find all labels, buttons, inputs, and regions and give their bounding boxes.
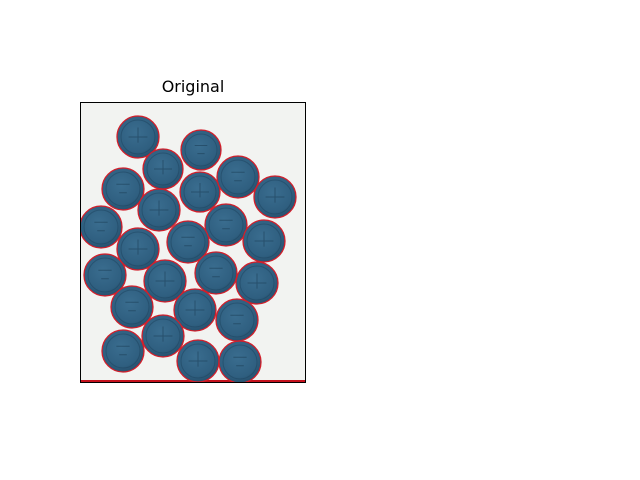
coin-emboss [188, 351, 208, 367]
coin [176, 339, 220, 382]
coin-rim [170, 224, 206, 260]
coin-emboss [128, 127, 148, 143]
subplot-title: Original [161, 77, 225, 96]
coin-rim [220, 159, 256, 195]
coin [204, 203, 248, 247]
coin-outline [83, 253, 127, 297]
coin-emboss [247, 273, 267, 289]
coin-emboss [116, 183, 130, 194]
coin-rim [87, 257, 123, 293]
coin [180, 129, 222, 171]
coin-rim [83, 209, 119, 245]
coin-emboss [154, 160, 172, 175]
coin [215, 298, 259, 342]
coin [166, 220, 210, 264]
coin [101, 329, 145, 373]
image-axes [80, 102, 306, 383]
coin [194, 251, 238, 295]
coin-rim [177, 292, 213, 328]
coin [141, 314, 185, 358]
coin [110, 285, 154, 329]
coin-rim [219, 302, 255, 338]
coin-emboss [153, 326, 173, 342]
coin-outline [166, 220, 210, 264]
coin-rim [198, 255, 234, 291]
coin-emboss [265, 187, 285, 203]
coin-emboss [116, 345, 130, 356]
coin-emboss [194, 145, 208, 155]
coin [81, 205, 123, 249]
coin-rim [257, 179, 293, 215]
coin-emboss [125, 301, 139, 312]
coin-emboss [191, 183, 209, 198]
coin-emboss [94, 221, 108, 232]
coin [116, 227, 160, 271]
coin-emboss [128, 239, 148, 255]
coin-rim [208, 207, 244, 243]
coin-rim [222, 344, 258, 380]
coin [116, 115, 160, 159]
coin-outline [216, 155, 260, 199]
coin-emboss [233, 356, 247, 367]
coin-emboss [231, 171, 245, 182]
coin-rim [105, 171, 141, 207]
coin-outline [110, 285, 154, 329]
coin-outline [215, 298, 259, 342]
coin-outline [81, 205, 123, 249]
coin [253, 175, 297, 219]
coin [242, 219, 286, 263]
coin-outline [101, 167, 145, 211]
coin-emboss [98, 269, 112, 280]
coin-outline [194, 251, 238, 295]
coin-rim [183, 175, 217, 209]
coin-rim [180, 343, 216, 379]
coin [235, 261, 279, 305]
coin [218, 340, 262, 382]
coin-rim [239, 265, 275, 301]
coin [143, 259, 187, 303]
coin-emboss [155, 271, 175, 287]
coin [173, 288, 217, 332]
coin [216, 155, 260, 199]
coin-rim [114, 289, 150, 325]
coin [83, 253, 127, 297]
coin [142, 148, 184, 190]
coin-emboss [209, 267, 223, 278]
coin-outline [101, 329, 145, 373]
coin-outline [180, 129, 222, 171]
coin-emboss [219, 219, 233, 230]
coin-outline [218, 340, 262, 382]
coin [179, 171, 221, 213]
coin-rim [120, 119, 156, 155]
coin-emboss [185, 300, 205, 316]
coin-emboss [149, 200, 169, 216]
coin-rim [141, 192, 177, 228]
coin-emboss [181, 236, 195, 247]
coin-emboss [230, 314, 244, 325]
coin-rim [184, 133, 218, 167]
coin [101, 167, 145, 211]
coin-rim [120, 231, 156, 267]
coin-rim [145, 318, 181, 354]
coin-rim [105, 333, 141, 369]
coins-image [81, 103, 305, 382]
coin-outline [204, 203, 248, 247]
coin [137, 188, 181, 232]
coin-rim [146, 152, 180, 186]
coin-rim [147, 263, 183, 299]
coin-emboss [254, 231, 274, 247]
coin-rim [246, 223, 282, 259]
